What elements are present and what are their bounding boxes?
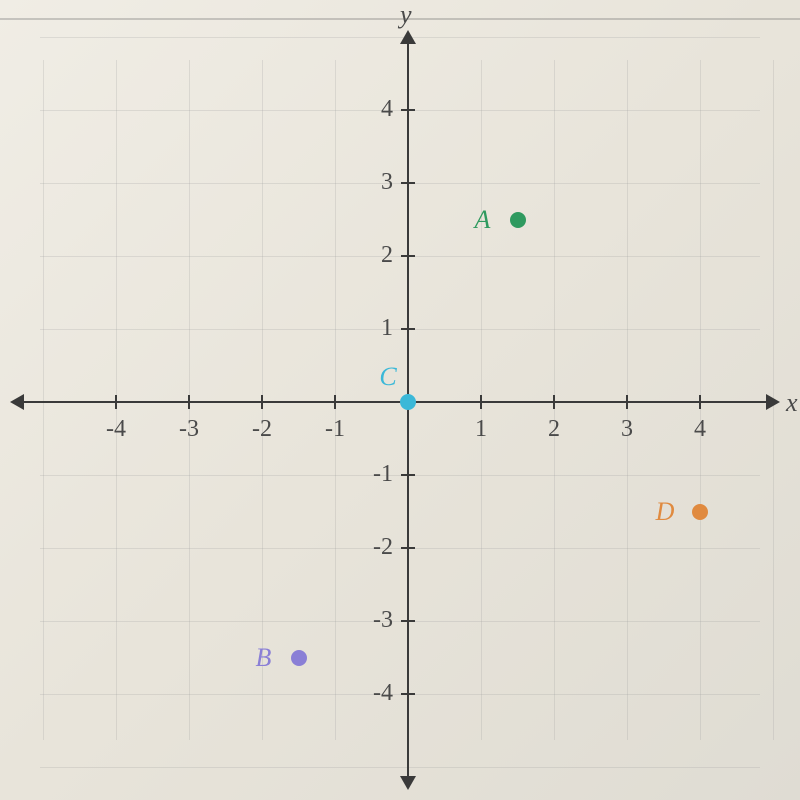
grid-line-horizontal [40,548,760,549]
y-axis-label: y [400,0,412,30]
x-tick-label: -2 [247,416,277,443]
grid-line-horizontal [40,110,760,111]
grid-line-horizontal [40,767,760,768]
y-tick [401,474,415,476]
y-tick-label: 2 [363,242,393,269]
x-axis-label: x [786,388,798,418]
x-tick [334,395,336,409]
point-a [510,212,526,228]
y-axis-arrow-up [400,30,416,44]
x-tick [480,395,482,409]
x-axis [20,401,770,403]
y-tick-label: -2 [363,534,393,561]
y-axis-arrow-down [400,776,416,790]
x-axis-arrow-right [766,394,780,410]
y-tick-label: -3 [363,607,393,634]
x-tick-label: -1 [320,416,350,443]
grid-line-horizontal [40,183,760,184]
x-tick [699,395,701,409]
x-tick [626,395,628,409]
x-tick-label: 1 [466,416,496,443]
y-tick-label: 3 [363,169,393,196]
y-tick [401,547,415,549]
grid-line-horizontal [40,621,760,622]
point-b [291,650,307,666]
point-c [400,394,416,410]
y-tick [401,255,415,257]
grid-line-horizontal [40,256,760,257]
y-tick-label: -1 [363,461,393,488]
grid-line-horizontal [40,329,760,330]
point-label-a: A [475,205,491,235]
y-tick-label: 1 [363,315,393,342]
y-tick [401,182,415,184]
x-tick [261,395,263,409]
y-axis [407,40,409,780]
coordinate-plane: -4 -3 -2 -1 1 2 3 4 -4 -3 -2 -1 1 2 3 4 A B C D y x [0,0,800,800]
x-tick-label: 4 [685,416,715,443]
point-label-b: B [256,643,272,673]
x-tick-label: -4 [101,416,131,443]
x-tick-label: -3 [174,416,204,443]
grid-line-horizontal [40,475,760,476]
x-tick-label: 2 [539,416,569,443]
y-tick-label: -4 [363,680,393,707]
x-tick [115,395,117,409]
x-axis-arrow-left [10,394,24,410]
point-label-d: D [656,497,675,527]
y-tick [401,109,415,111]
point-d [692,504,708,520]
grid-line-vertical [43,60,44,740]
x-tick-label: 3 [612,416,642,443]
y-tick-label: 4 [363,96,393,123]
y-tick [401,693,415,695]
y-tick [401,620,415,622]
x-tick [188,395,190,409]
x-tick [553,395,555,409]
y-tick [401,328,415,330]
point-label-c: C [379,362,396,392]
grid-line-horizontal [40,694,760,695]
